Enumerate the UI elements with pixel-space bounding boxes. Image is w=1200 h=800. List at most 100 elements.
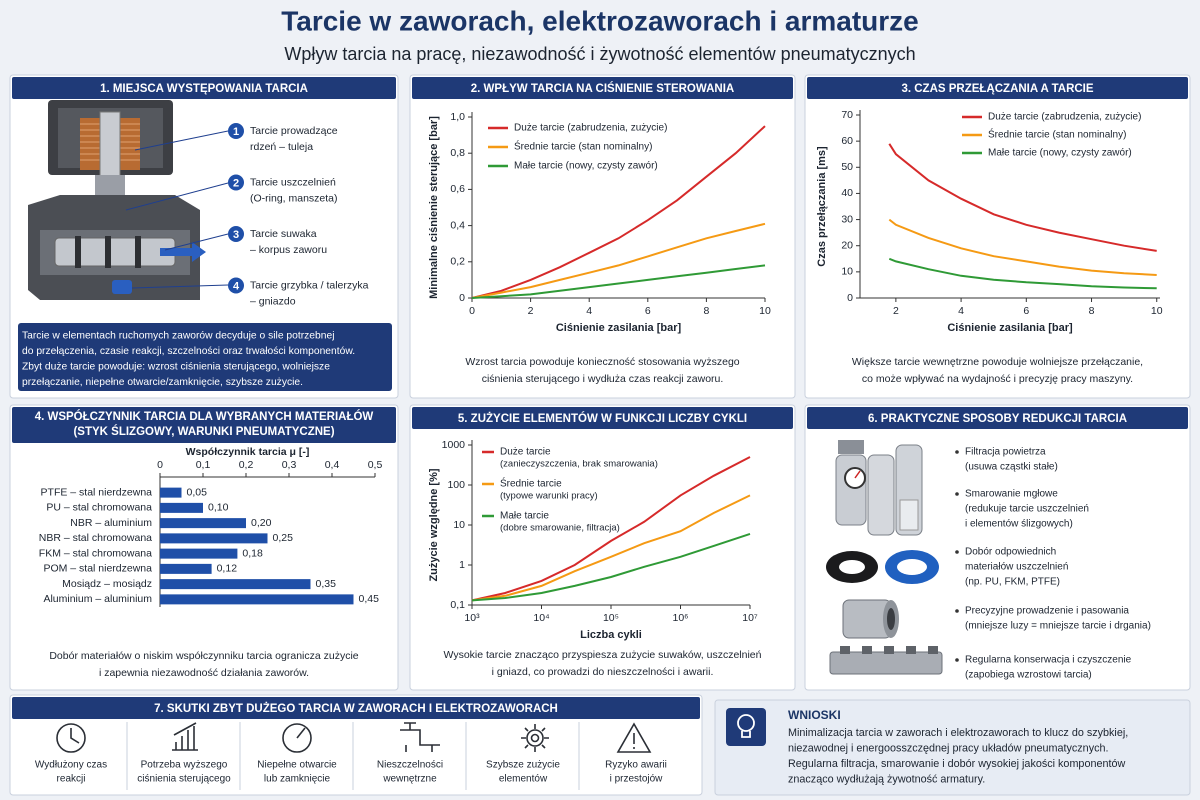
conclusions-line: znacząco wydłużają żywotność armatury. bbox=[788, 773, 985, 785]
x-tick-label: 10⁶ bbox=[672, 612, 688, 624]
legend-label: Średnie tarcie bbox=[500, 477, 562, 490]
bullet bbox=[955, 550, 959, 554]
bar bbox=[160, 502, 203, 513]
effect-label: lub zamknięcie bbox=[264, 774, 331, 785]
y-tick-label: 100 bbox=[447, 479, 465, 491]
panel-header bbox=[12, 697, 700, 719]
effect-label: Szybsze zużycie bbox=[486, 760, 560, 771]
x-tick-label: 10 bbox=[759, 305, 771, 317]
item-detail: rdzeń – tuleja bbox=[250, 141, 313, 153]
effect-label: Nieszczelności bbox=[377, 760, 443, 771]
item-title: Filtracja powietrza bbox=[965, 447, 1046, 458]
panel-title: 6. PRAKTYCZNE SPOSOBY REDUKCJI TARCIA bbox=[868, 413, 1127, 425]
panel-7 bbox=[9, 694, 703, 796]
caption-line: Większe tarcie wewnętrzne powoduje wolni… bbox=[852, 356, 1143, 368]
x-tick-label: 10 bbox=[1151, 305, 1163, 317]
value-label: 0,20 bbox=[251, 517, 272, 529]
series-line bbox=[471, 125, 766, 299]
conclusions-line: niezawodnej i energoosszczędnej pracy uk… bbox=[788, 742, 1109, 754]
panel-header bbox=[412, 77, 793, 99]
effect-label: Ryzyko awarii bbox=[605, 760, 667, 771]
legend-description: (typowe warunki pracy) bbox=[500, 491, 598, 502]
item-title: Regularna konserwacja i czyszczenie bbox=[965, 655, 1132, 666]
bullet bbox=[955, 658, 959, 662]
page-subtitle: Wpływ tarcia na pracę, niezawodność i ży… bbox=[284, 44, 915, 64]
x-tick-label: 0,2 bbox=[239, 459, 254, 471]
effect-label: ciśnienia sterującego bbox=[137, 774, 231, 785]
item-number: 3 bbox=[233, 229, 239, 241]
category-label: Aluminium – aluminium bbox=[43, 593, 152, 605]
x-tick-label: 10⁵ bbox=[603, 612, 619, 624]
x-tick-label: 10⁷ bbox=[742, 612, 758, 624]
bullet bbox=[955, 609, 959, 613]
panel-frames bbox=[9, 74, 1191, 796]
number-badge bbox=[228, 226, 244, 242]
item-title: Tarcie grzybka / talerzyka bbox=[250, 279, 369, 291]
value-label: 0,10 bbox=[208, 502, 229, 514]
y-tick-label: 10 bbox=[841, 266, 853, 278]
x-axis-label: Współczynnik tarcia μ [-] bbox=[186, 446, 310, 458]
y-tick-label: 1,0 bbox=[450, 111, 465, 123]
x-tick-label: 8 bbox=[703, 305, 709, 317]
value-label: 0,18 bbox=[242, 547, 263, 559]
valve-illustration bbox=[28, 100, 229, 300]
value-label: 0,05 bbox=[187, 486, 208, 498]
y-tick-label: 0 bbox=[459, 292, 465, 304]
panel-header bbox=[412, 407, 793, 429]
y-tick-label: 40 bbox=[841, 187, 853, 199]
effect-label: Niepełne otwarcie bbox=[257, 760, 337, 771]
category-label: NBR – aluminium bbox=[70, 517, 152, 529]
x-tick-label: 0 bbox=[157, 459, 163, 471]
caption-line: Dobór materiałów o niskim współczynniku … bbox=[49, 650, 358, 662]
x-tick-label: 0,5 bbox=[368, 459, 383, 471]
legend-label: Małe tarcie (nowy, czysty zawór) bbox=[988, 148, 1132, 159]
legend-description: (dobre smarowanie, filtracja) bbox=[500, 523, 620, 534]
x-tick-label: 10⁴ bbox=[533, 612, 549, 624]
y-tick-label: 10 bbox=[453, 519, 465, 531]
item-title: Tarcie suwaka bbox=[250, 228, 317, 240]
series-line bbox=[888, 143, 1157, 252]
series-line bbox=[888, 257, 1157, 290]
panel-title: (STYK ŚLIZGOWY, WARUNKI PNEUMATYCZNE) bbox=[73, 425, 334, 438]
series-line bbox=[471, 456, 751, 602]
bar bbox=[160, 594, 354, 605]
effect-dividers bbox=[126, 722, 580, 790]
item-detail: – gniazdo bbox=[250, 295, 296, 307]
item-detail: (zapobiega wzrostowi tarcia) bbox=[965, 670, 1092, 681]
bar bbox=[160, 533, 268, 544]
y-tick-label: 1 bbox=[459, 559, 465, 571]
item-detail: (O-ring, manszeta) bbox=[250, 192, 338, 204]
x-tick-label: 0,3 bbox=[282, 459, 297, 471]
series-line bbox=[471, 494, 751, 602]
x-tick-label: 0,4 bbox=[325, 459, 340, 471]
y-tick-label: 60 bbox=[841, 135, 853, 147]
panel-header bbox=[807, 77, 1188, 99]
effect-label: elementów bbox=[499, 774, 548, 785]
category-label: Mosiądz – mosiądz bbox=[62, 578, 152, 590]
panel-title: 7. SKUTKI ZBYT DUŻEGO TARCIA W ZAWORACH … bbox=[154, 702, 558, 715]
y-tick-label: 0,1 bbox=[450, 599, 465, 611]
conclusions-line: Regularna filtracja, smarowanie i dobór … bbox=[788, 758, 1125, 770]
y-tick-label: 20 bbox=[841, 239, 853, 251]
bullet bbox=[955, 450, 959, 454]
category-label: NBR – stal chromowana bbox=[39, 532, 152, 544]
x-tick-label: 8 bbox=[1089, 305, 1095, 317]
caption-line: co może wpływać na wydajność i precyzję … bbox=[862, 373, 1133, 385]
item-title: Smarowanie mgłowe bbox=[965, 489, 1058, 500]
x-tick-label: 4 bbox=[958, 305, 964, 317]
y-tick-label: 30 bbox=[841, 213, 853, 225]
panel-header bbox=[12, 77, 396, 99]
panel-title: 2. WPŁYW TARCIA NA CIŚNIENIE STEROWANIA bbox=[471, 82, 734, 95]
effect-label: Potrzeba wyższego bbox=[141, 760, 228, 771]
series-line bbox=[471, 264, 766, 299]
number-badge bbox=[228, 277, 244, 294]
y-axis-label: Minimalne ciśnienie sterujące [bar] bbox=[428, 116, 440, 299]
x-tick-label: 6 bbox=[1023, 305, 1029, 317]
x-tick-label: 0,1 bbox=[196, 459, 211, 471]
note-line: Zbyt duże tarcie powoduje: wzrost ciśnie… bbox=[22, 362, 330, 373]
value-label: 0,12 bbox=[217, 563, 238, 575]
item-number: 1 bbox=[233, 126, 239, 138]
number-badge bbox=[228, 123, 244, 139]
bar bbox=[160, 563, 212, 574]
y-tick-label: 0,2 bbox=[450, 256, 465, 268]
